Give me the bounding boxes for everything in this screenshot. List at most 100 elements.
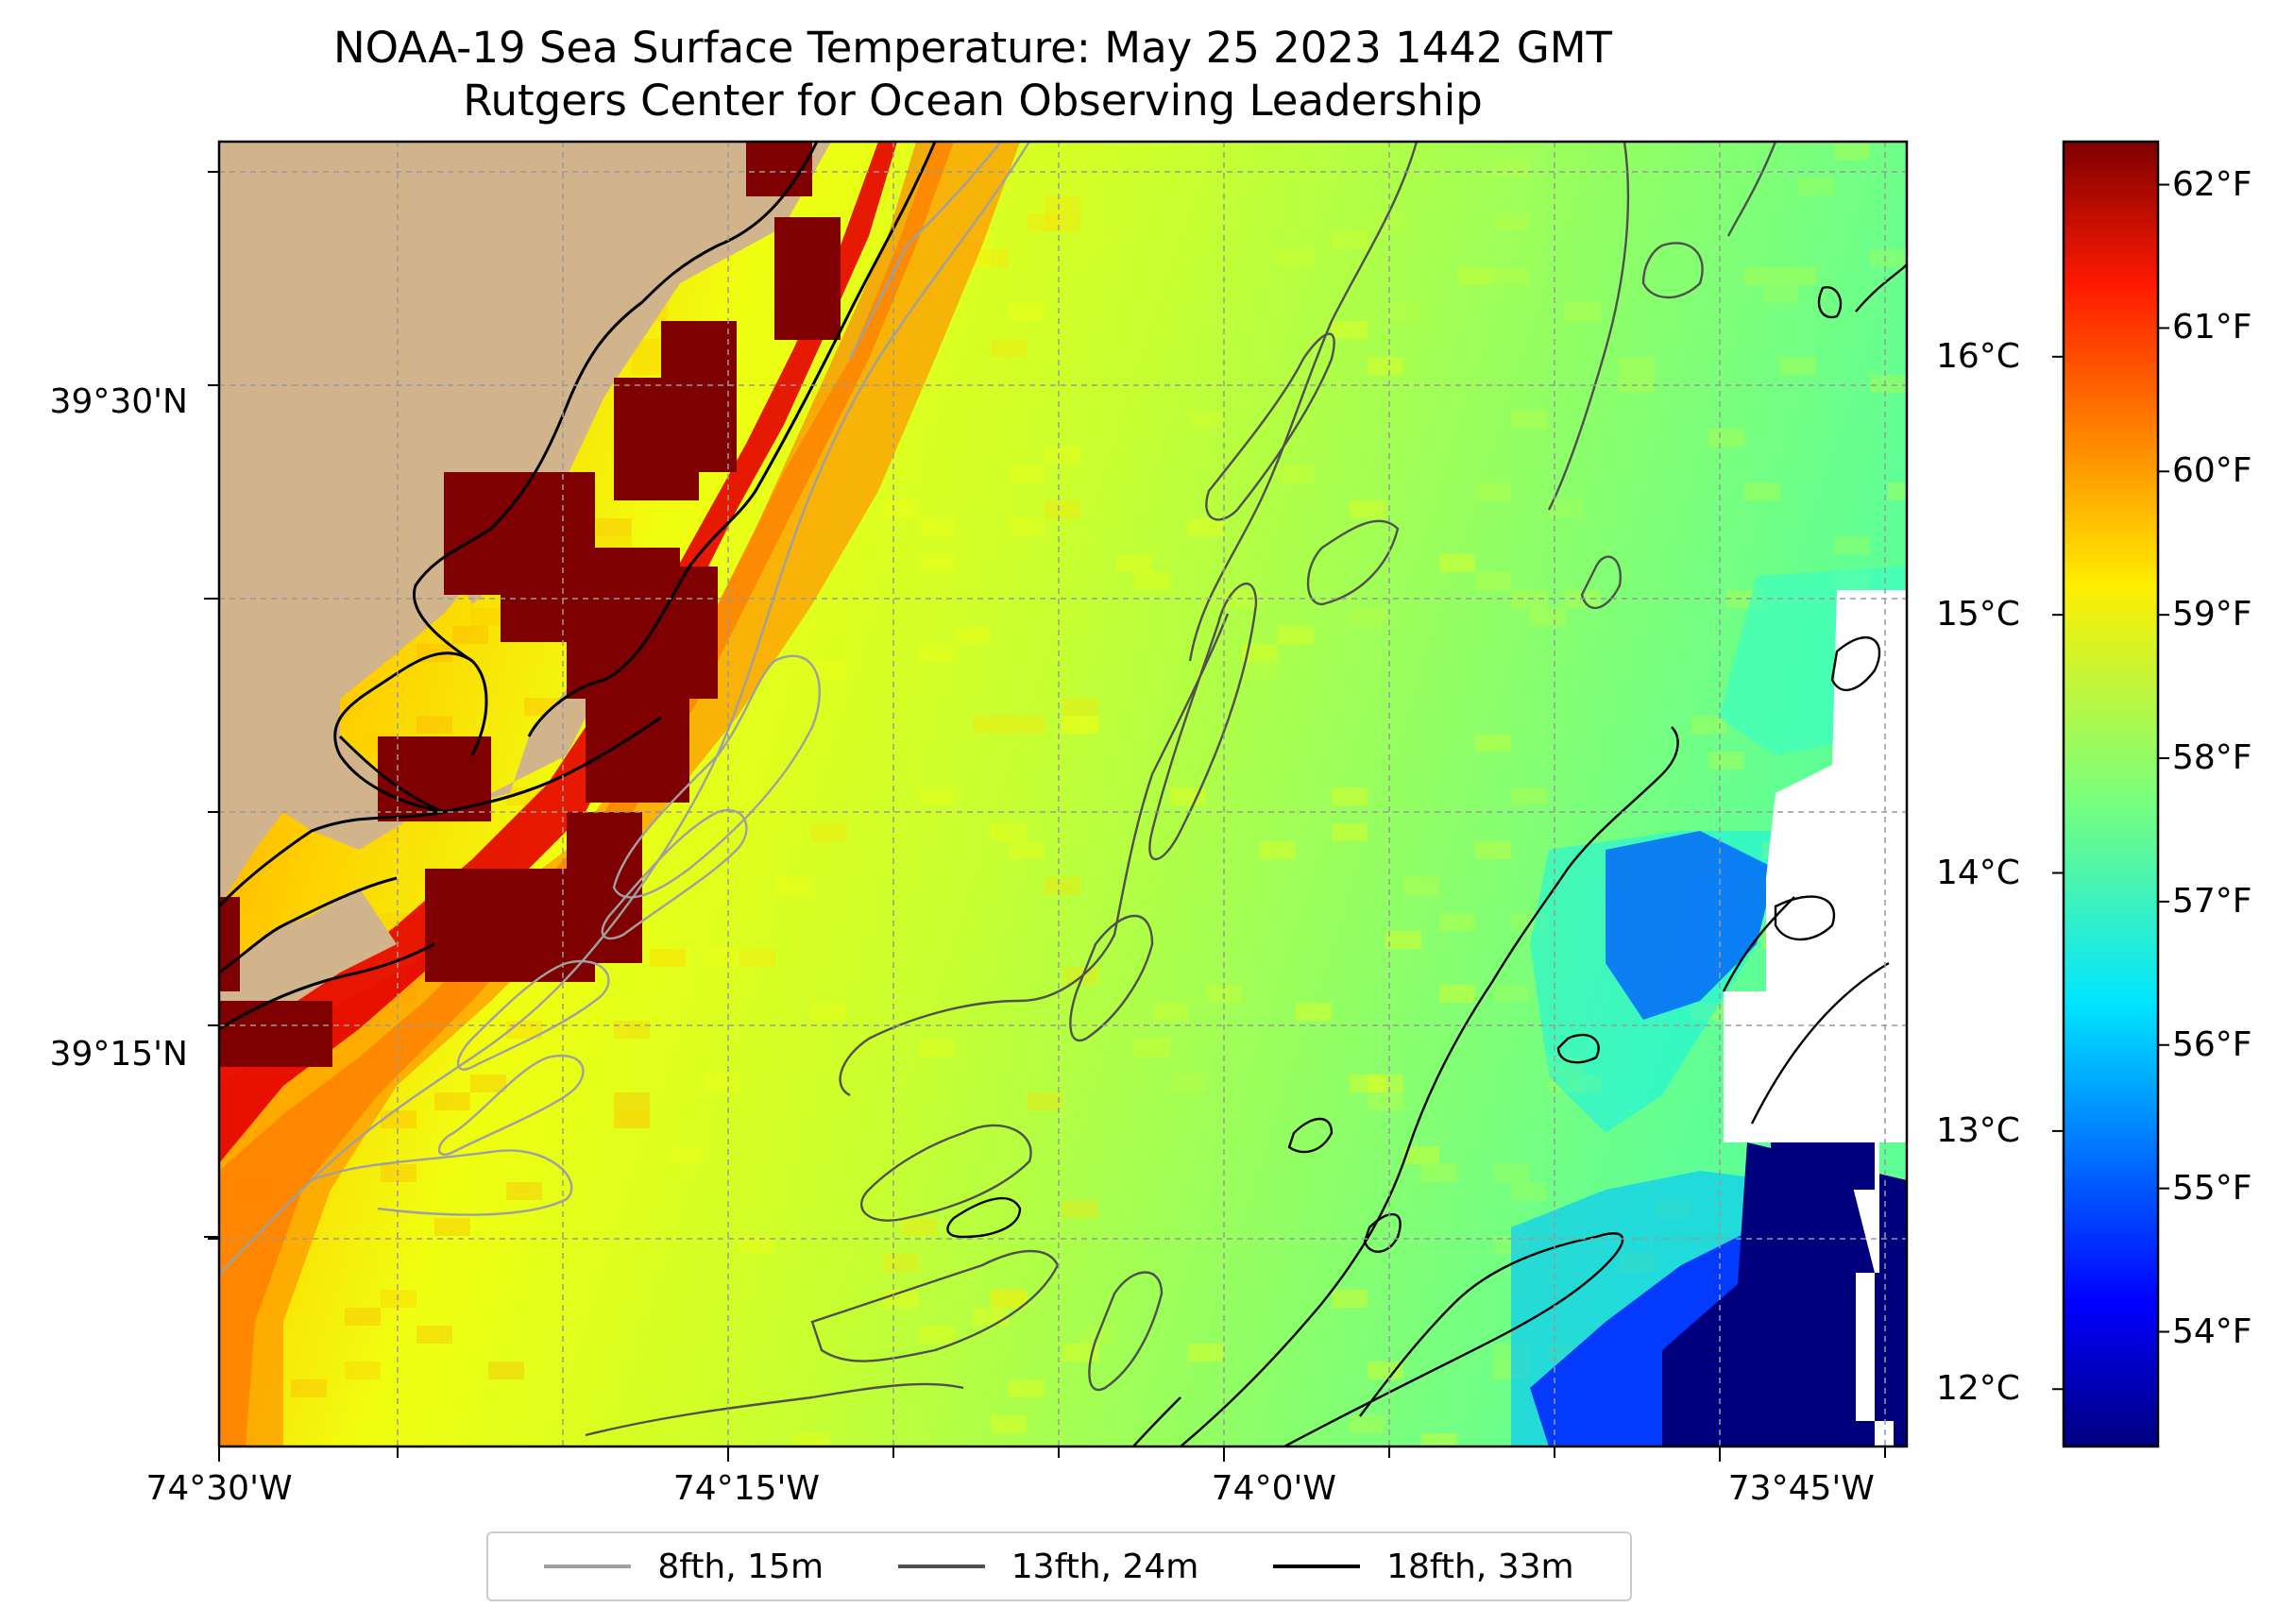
legend-label-8fth: 8fth, 15m [657, 1547, 824, 1586]
sst-pixel [973, 716, 1009, 734]
sst-pixel [1439, 554, 1475, 572]
sst-pixel [1116, 841, 1152, 859]
sst-pixel [955, 626, 991, 644]
sst-pixel [1188, 1344, 1224, 1362]
sst-pixel [1744, 482, 1780, 500]
sst-pixel [1062, 967, 1098, 985]
sst-pixel [1439, 985, 1475, 1003]
sst-pixel [614, 1110, 650, 1128]
sst-pixel [1027, 1092, 1062, 1110]
sst-pixel [632, 357, 668, 375]
sst-pixel [1009, 518, 1045, 536]
sst-pixel [1906, 160, 1907, 178]
sst-pixel [1547, 1074, 1583, 1092]
sst-pixel [991, 1290, 1027, 1308]
sst-pixel [1798, 178, 1834, 195]
sst-pixel [1009, 841, 1045, 859]
sst-pixel [901, 1218, 937, 1236]
colorbar-f-label: 57°F [2172, 881, 2252, 921]
cold-patch-mid [1606, 831, 1776, 1020]
sst-pixel [1080, 231, 1116, 249]
sst-pixel [1350, 500, 1385, 518]
colorbar-c-label: 15°C [1936, 595, 2020, 634]
sst-pixel [470, 1074, 506, 1092]
sst-pixel [1870, 249, 1906, 267]
sst-pixel [1296, 1003, 1332, 1021]
lon-tick-label: 74°30'W [145, 1469, 293, 1508]
sst-pixel [1045, 500, 1080, 518]
sst-pixel [973, 1308, 1009, 1326]
sst-pixel [1170, 375, 1206, 393]
colorbar-f-label: 62°F [2172, 164, 2252, 204]
sst-pixel [416, 1326, 452, 1344]
sst-pixel [470, 608, 506, 626]
coastline [219, 142, 937, 1031]
sst-pixel [1619, 375, 1655, 393]
lat-tick-label: 39°15'N [49, 1035, 188, 1074]
sst-pixel [1045, 877, 1080, 895]
sst-pixel [381, 1110, 416, 1128]
sst-pixel [1547, 1451, 1583, 1469]
contour-legend: 8fth, 15m 13fth, 24m 18fth, 33m [486, 1531, 1632, 1601]
sst-pixel [973, 249, 1009, 267]
sst-pixel [883, 1254, 919, 1272]
sst-pixel [345, 1308, 381, 1326]
sst-pixel [1708, 752, 1744, 770]
sst-pixel [1511, 787, 1547, 805]
sst-pixel [1009, 716, 1045, 734]
colorbar-ticks [2052, 183, 2169, 1391]
map-frame [217, 140, 1909, 1448]
legend-item-8fth: 8fth, 15m [544, 1548, 824, 1586]
gridlines [219, 142, 1907, 1446]
sst-pixel [1188, 518, 1224, 536]
sst-pixel [596, 518, 632, 536]
sst-pixel [1529, 608, 1565, 626]
colorbar-frame [2062, 140, 2160, 1448]
sst-pixel [1691, 716, 1726, 734]
sst-pixel [1350, 1074, 1385, 1092]
sst-pixel [1009, 1379, 1045, 1397]
sst-pixel [1403, 1146, 1439, 1164]
sst-pixel [1170, 787, 1206, 805]
sst-pixel [1834, 142, 1870, 160]
land-mass-south [219, 888, 397, 1029]
sst-pixel [1278, 249, 1314, 267]
sst-pixel [1421, 1164, 1457, 1182]
sst-pixel [1547, 500, 1583, 518]
sst-pixel [1170, 518, 1206, 536]
sst-pixel [1762, 285, 1798, 303]
sst-pixel [1116, 554, 1152, 572]
sst-pixel [1511, 913, 1547, 931]
coldest-patch [1662, 1142, 1907, 1446]
sst-pixel [1332, 823, 1368, 841]
sst-pixel [488, 1362, 524, 1379]
sst-pixel [919, 554, 955, 572]
sst-pixel [1332, 1290, 1368, 1308]
sst-pixel [883, 500, 919, 518]
sst-pixel [1565, 1074, 1601, 1092]
sst-pixel [632, 339, 668, 357]
sst-pixel [1152, 1003, 1188, 1021]
sst-pixel [1780, 267, 1816, 285]
sst-pixel [1565, 303, 1601, 321]
sst-pixel [1242, 644, 1278, 662]
colorbar-c-label: 16°C [1936, 336, 2020, 376]
sst-pixel [1045, 195, 1080, 213]
sst-pixel [704, 1074, 739, 1092]
sst-pixel [1188, 411, 1224, 429]
sst-pixel [1278, 465, 1314, 482]
sst-pixel [1062, 1344, 1098, 1362]
sst-pixel [704, 949, 739, 967]
no-data-area [1724, 590, 1907, 1446]
sst-pixel [1475, 841, 1511, 859]
sst-pixel [1332, 231, 1368, 249]
sst-pixel [775, 877, 811, 895]
sst-pixel [1332, 321, 1368, 339]
sst-pixel [1493, 213, 1529, 231]
sst-pixel [1242, 662, 1278, 680]
colorbar-f-label: 59°F [2172, 595, 2252, 634]
sst-pixel [1062, 698, 1098, 716]
sst-pixel [1009, 303, 1045, 321]
sst-pixel [1368, 1092, 1403, 1110]
sst-pixel [1511, 1182, 1547, 1200]
